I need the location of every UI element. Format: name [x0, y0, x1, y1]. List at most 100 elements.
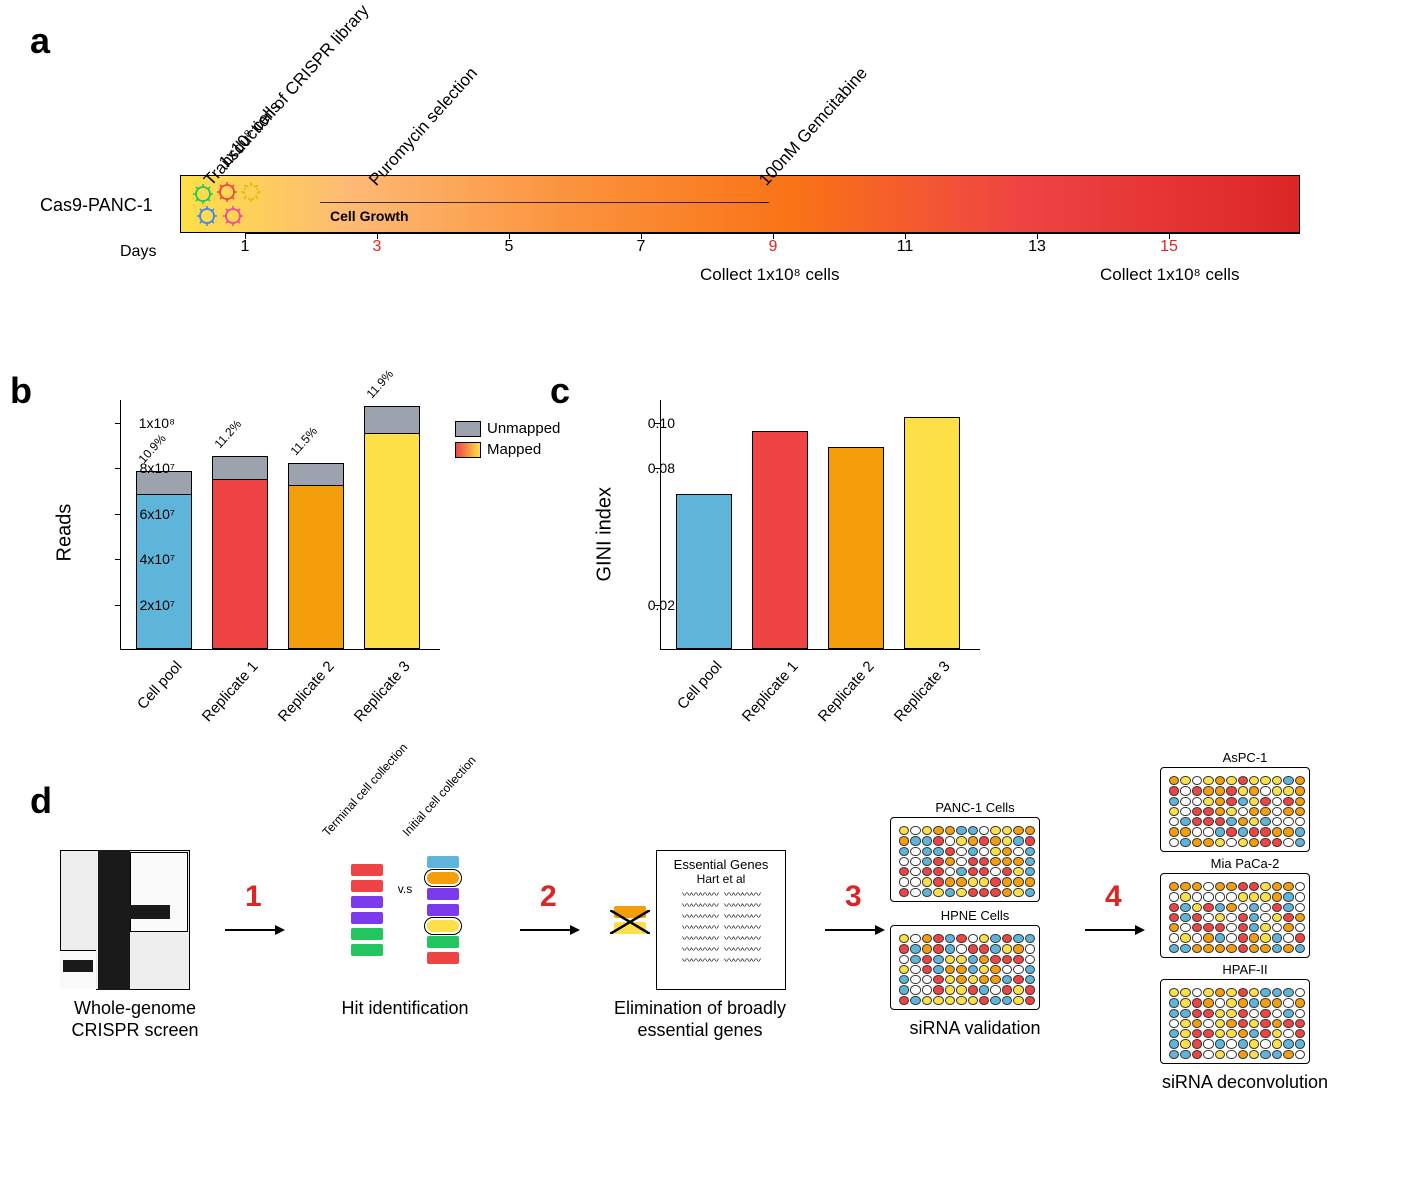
well	[956, 836, 966, 845]
well	[910, 826, 920, 835]
bar-mapped	[364, 433, 420, 649]
hit-bar	[351, 944, 383, 956]
well	[1192, 882, 1202, 891]
well	[899, 877, 909, 886]
panel-d: d Whole-genomeCRISPR screen Terminal cel…	[20, 780, 1396, 1130]
well	[1249, 998, 1259, 1007]
well	[1025, 944, 1035, 953]
well	[910, 975, 920, 984]
flow-arrow	[1085, 920, 1145, 940]
well	[1283, 776, 1293, 785]
well	[933, 867, 943, 876]
well	[956, 877, 966, 886]
well	[1025, 975, 1035, 984]
well	[1238, 827, 1248, 836]
well	[922, 836, 932, 845]
well	[1215, 797, 1225, 806]
well	[1215, 923, 1225, 932]
hit-bar	[351, 928, 383, 940]
hit-bar	[427, 856, 459, 868]
well	[1215, 1019, 1225, 1028]
well	[1025, 965, 1035, 974]
step-hit-id: Terminal cell collection Initial cell co…	[310, 830, 500, 1019]
cell-growth-label: Cell Growth	[330, 208, 409, 224]
well	[1002, 888, 1012, 897]
pct-label: 11.9%	[364, 367, 397, 401]
well	[1283, 1019, 1293, 1028]
well	[1226, 827, 1236, 836]
well	[933, 965, 943, 974]
well	[1013, 857, 1023, 866]
well	[1203, 944, 1213, 953]
sequencer-icon	[60, 850, 190, 990]
well	[1272, 797, 1282, 806]
well	[968, 944, 978, 953]
well	[1169, 807, 1179, 816]
well	[945, 877, 955, 886]
well	[1226, 913, 1236, 922]
well	[956, 965, 966, 974]
well	[1169, 882, 1179, 891]
gini-y-label: GINI index	[594, 487, 617, 581]
flow-arrow	[225, 920, 285, 940]
well	[990, 847, 1000, 856]
well	[990, 944, 1000, 953]
panel-a-label: a	[30, 20, 50, 62]
well	[1192, 913, 1202, 922]
well	[1272, 1029, 1282, 1038]
well	[1249, 776, 1259, 785]
well	[1180, 1019, 1190, 1028]
well	[1203, 797, 1213, 806]
well	[922, 826, 932, 835]
well	[1025, 847, 1035, 856]
well	[1002, 867, 1012, 876]
well	[899, 888, 909, 897]
well	[990, 955, 1000, 964]
well	[1283, 933, 1293, 942]
well	[933, 847, 943, 856]
well	[1013, 965, 1023, 974]
well	[1169, 892, 1179, 901]
reads-y-label: Reads	[54, 504, 77, 562]
well	[1260, 1039, 1270, 1048]
timeline-event: 100nM Gemcitabine	[755, 64, 872, 190]
well	[1295, 817, 1305, 826]
well	[1215, 998, 1225, 1007]
well	[1203, 776, 1213, 785]
well	[922, 944, 932, 953]
well	[1238, 882, 1248, 891]
well	[1272, 807, 1282, 816]
well	[1272, 776, 1282, 785]
well	[1249, 797, 1259, 806]
well	[968, 996, 978, 1005]
day-tick: 1	[230, 238, 260, 256]
timeline-bar	[180, 175, 1300, 233]
well	[990, 826, 1000, 835]
well	[1013, 955, 1023, 964]
plate-hpaf	[1160, 979, 1310, 1064]
well	[990, 996, 1000, 1005]
collect-label: Collect 1x10⁸ cells	[1100, 265, 1239, 285]
hit-bar	[351, 896, 383, 908]
well	[968, 955, 978, 964]
well	[1215, 827, 1225, 836]
well	[1203, 913, 1213, 922]
well	[1002, 955, 1012, 964]
well	[910, 888, 920, 897]
well	[933, 888, 943, 897]
well	[899, 996, 909, 1005]
well	[1169, 998, 1179, 1007]
well	[956, 996, 966, 1005]
well	[1260, 998, 1270, 1007]
well	[968, 877, 978, 886]
well	[1283, 827, 1293, 836]
well	[1013, 826, 1023, 835]
well	[1215, 944, 1225, 953]
well	[945, 857, 955, 866]
well	[1180, 838, 1190, 847]
hit-bar	[427, 952, 459, 964]
well	[1192, 1039, 1202, 1048]
well	[922, 975, 932, 984]
timeline-event: Puromycin selection	[365, 64, 482, 190]
plate-hpne	[890, 925, 1040, 1010]
